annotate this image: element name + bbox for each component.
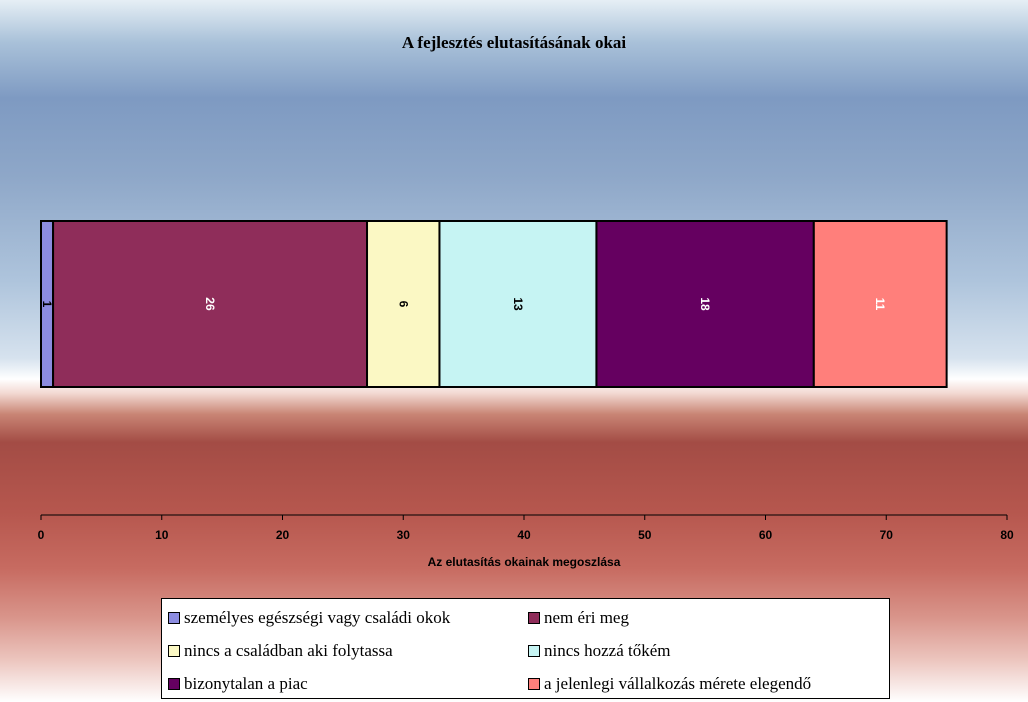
x-tick-label: 40 xyxy=(517,528,531,542)
legend-swatch xyxy=(168,612,180,624)
x-axis-title: Az elutasítás okainak megoszlása xyxy=(427,555,621,569)
legend-label: nincs hozzá tőkém xyxy=(544,641,671,660)
legend-label: nem éri meg xyxy=(544,608,629,627)
legend-swatch xyxy=(528,645,540,657)
legend-item: bizonytalan a piac xyxy=(168,674,308,694)
bar-segment xyxy=(438,220,598,388)
bar-segment xyxy=(366,220,441,388)
x-tick-label: 50 xyxy=(638,528,652,542)
bar-segment xyxy=(812,220,948,388)
data-label: 6 xyxy=(396,301,410,308)
legend-item: a jelenlegi vállalkozás mérete elegendő xyxy=(528,674,811,694)
legend-item: nincs hozzá tőkém xyxy=(528,641,671,661)
legend-label: bizonytalan a piac xyxy=(184,674,308,693)
data-label: 1 xyxy=(40,301,54,308)
legend-swatch xyxy=(528,678,540,690)
x-tick-label: 80 xyxy=(1000,528,1014,542)
data-label: 18 xyxy=(698,297,712,311)
legend-label: a jelenlegi vállalkozás mérete elegendő xyxy=(544,674,812,693)
bar-segment xyxy=(52,220,369,388)
chart-title: A fejlesztés elutasításának okai xyxy=(401,33,627,52)
data-label: 13 xyxy=(511,297,525,311)
x-tick-label: 60 xyxy=(759,528,773,542)
legend-swatch xyxy=(168,645,180,657)
legend-item: nincs a családban aki folytassa xyxy=(168,641,393,661)
x-tick-label: 70 xyxy=(880,528,894,542)
legend-item: személyes egészségi vagy családi okok xyxy=(168,608,450,628)
x-tick-label: 30 xyxy=(397,528,411,542)
legend-label: nincs a családban aki folytassa xyxy=(184,641,393,660)
legend-swatch xyxy=(168,678,180,690)
legend: személyes egészségi vagy családi okok ne… xyxy=(161,598,890,699)
x-tick-label: 0 xyxy=(38,528,45,542)
legend-item: nem éri meg xyxy=(528,608,629,628)
legend-swatch xyxy=(528,612,540,624)
x-tick-label: 10 xyxy=(155,528,169,542)
legend-label: személyes egészségi vagy családi okok xyxy=(184,608,451,627)
bar-segment xyxy=(595,220,815,388)
x-tick-label: 20 xyxy=(276,528,290,542)
data-label: 26 xyxy=(203,297,217,311)
data-label: 11 xyxy=(873,298,887,311)
